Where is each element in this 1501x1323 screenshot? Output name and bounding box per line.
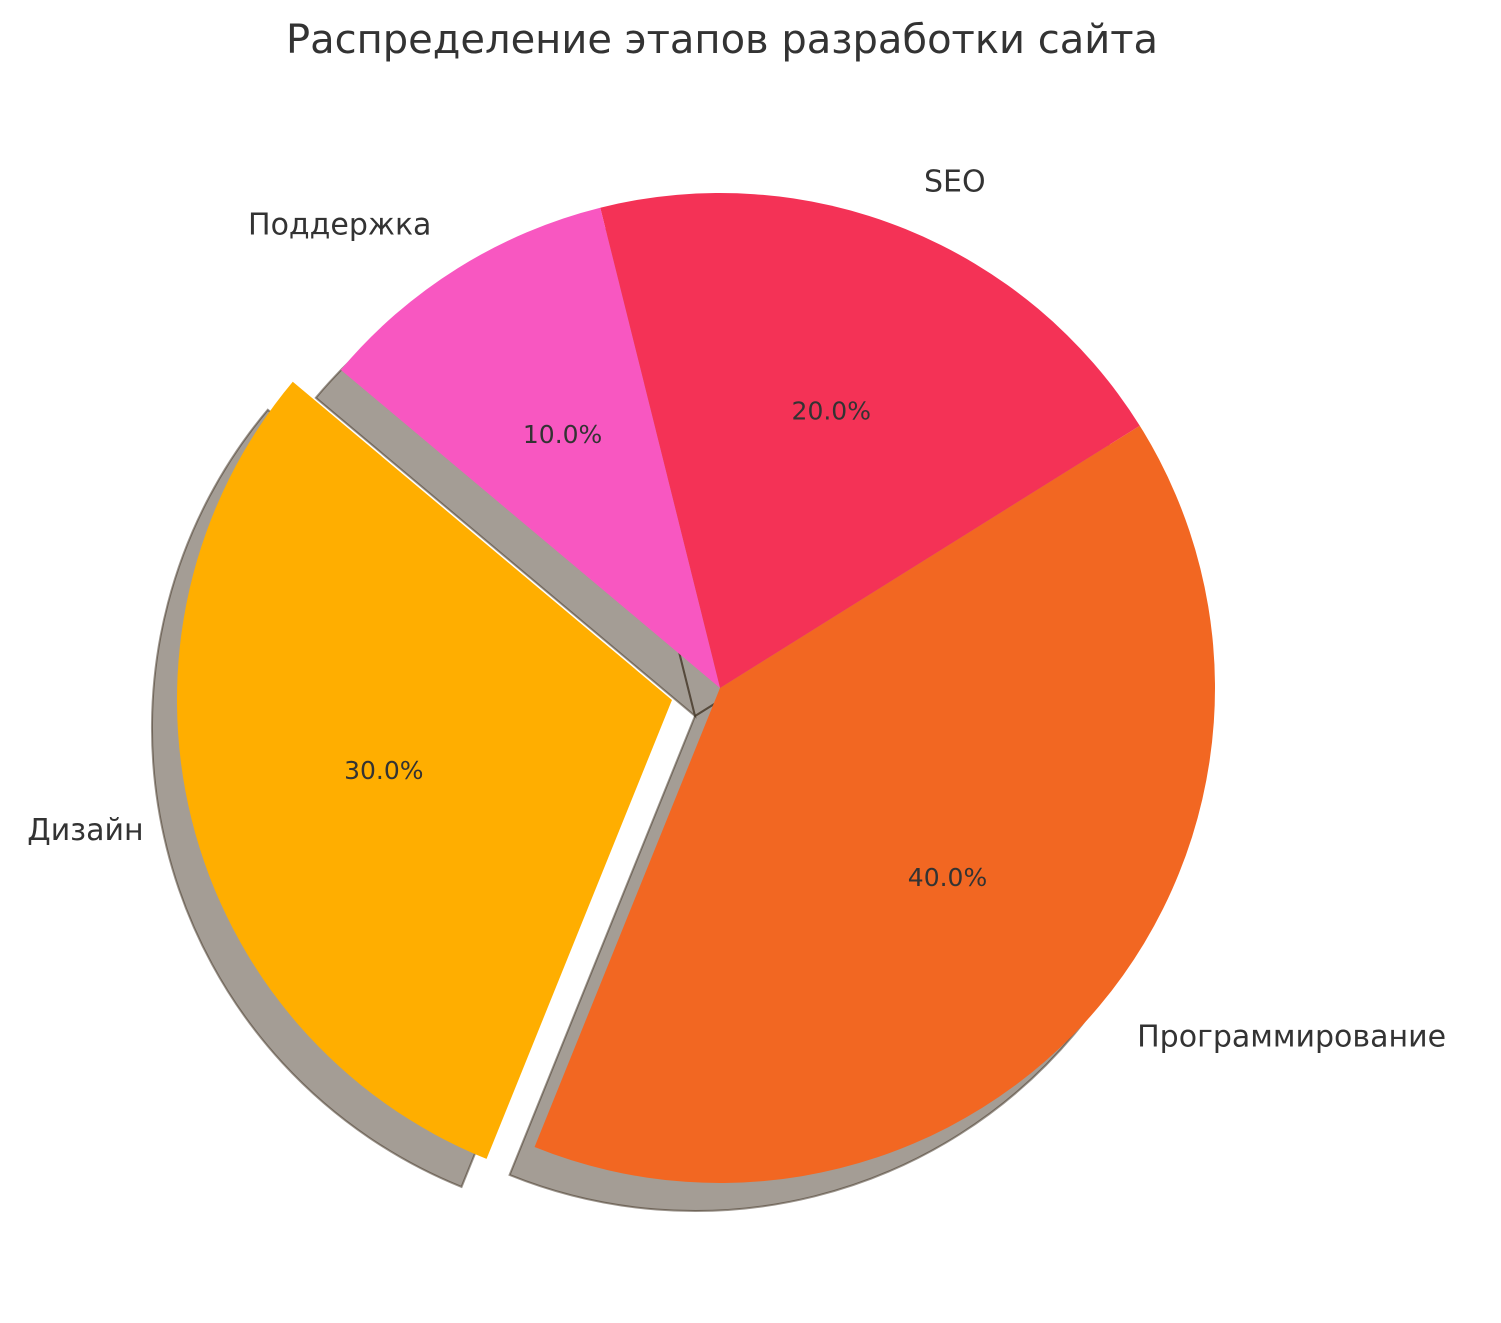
percent-label: 40.0% (908, 863, 987, 892)
percent-label: 20.0% (792, 397, 871, 426)
wedge (176, 381, 672, 1159)
wedge (340, 207, 720, 688)
slice-label: Программирование (1137, 1019, 1446, 1054)
percent-label: 10.0% (523, 420, 602, 449)
slice-label: SEO (924, 165, 986, 200)
slice-label: Поддержка (248, 208, 431, 243)
percent-label: 30.0% (344, 756, 423, 785)
wedge (600, 193, 1140, 689)
chart-title: Распределение этапов разработки сайта (286, 17, 1158, 63)
slice-label: Дизайн (27, 813, 143, 848)
wedge (534, 425, 1216, 1184)
